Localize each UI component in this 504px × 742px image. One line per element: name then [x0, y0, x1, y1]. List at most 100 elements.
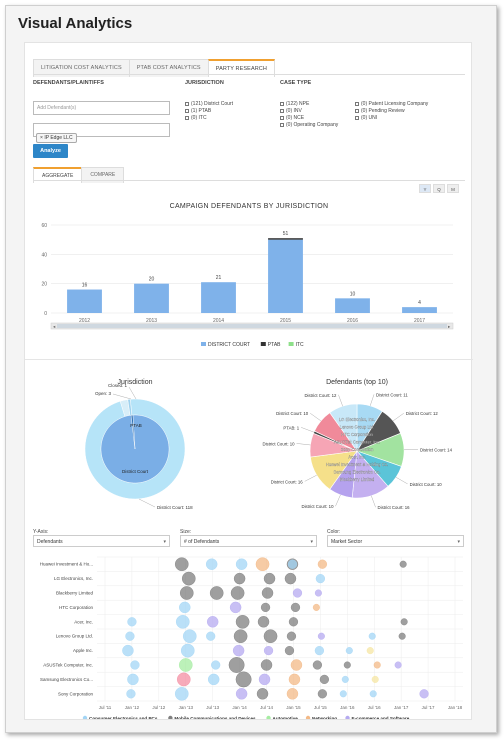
bar-data-label: 20 [149, 277, 155, 283]
x-tick-label: Jul '17 [422, 705, 435, 710]
case-type-checkbox[interactable]: (0) Patent Licensing Company [355, 101, 428, 108]
case-type-checkbox[interactable]: (122) NPE [280, 101, 338, 108]
pie-inner-label: Sony Corporation [341, 447, 374, 452]
leader-line [305, 475, 317, 481]
bubble-point [122, 645, 133, 656]
y-axis-select[interactable]: Defendants▾ [33, 535, 170, 547]
case-type-checkbox[interactable]: (0) Operating Company [280, 122, 338, 129]
pie-inner-label: Blackberry Limited [340, 477, 375, 482]
scrollbar-thumb [57, 324, 447, 328]
bubble-point [285, 646, 294, 655]
bubble-point [234, 630, 247, 643]
period-month-button[interactable]: M [447, 184, 459, 193]
pie-outer-label: District Court: 16 [378, 505, 411, 510]
bubble-point [131, 661, 140, 670]
case-type-heading: CASE TYPE [280, 80, 311, 86]
bar-data-label: 21 [216, 275, 222, 281]
bar-district-court [268, 240, 303, 313]
bar-data-label: 10 [350, 291, 356, 297]
pie-inner-label: LG Electronics, Inc. [339, 417, 375, 422]
bubble-point [264, 573, 275, 584]
bubble-point [256, 558, 269, 571]
x-tick-label: Jan '12 [125, 705, 140, 710]
bubble-point [236, 688, 247, 699]
x-tick-label: Jan '13 [179, 705, 194, 710]
checkbox-icon[interactable] [280, 123, 284, 127]
leader-line [338, 395, 342, 406]
jurisdiction-checkbox[interactable]: (0) ITC [185, 115, 233, 122]
bar-district-court [402, 307, 437, 313]
pie-outer-label: District Court: 14 [420, 447, 453, 452]
legend-label: Mobile Communications and Devices [174, 716, 256, 719]
bubble-point [182, 572, 195, 585]
bubble-point [257, 688, 268, 699]
bubble-point [313, 604, 320, 611]
case-type-checkbox[interactable]: (0) NCE [280, 115, 338, 122]
leader-line [370, 394, 374, 406]
bubble-point [287, 688, 298, 699]
bubble-point [318, 689, 327, 698]
legend-label: Automotive [273, 716, 299, 719]
checkbox-icon[interactable] [280, 109, 284, 113]
bubble-point [231, 586, 244, 599]
checkbox-icon[interactable] [280, 116, 284, 120]
period-year-button[interactable]: Y [419, 184, 431, 193]
bubble-point [180, 586, 193, 599]
bubble-point [342, 676, 349, 683]
chevron-down-icon: ▾ [457, 539, 460, 545]
analyze-button[interactable]: Analyze [33, 144, 68, 158]
period-quarter-button[interactable]: Q [433, 184, 445, 193]
bubble-point [261, 603, 270, 612]
pie-inner-label: PTAB [130, 423, 141, 428]
color-select[interactable]: Market Sector▾ [327, 535, 464, 547]
case-type-checkbox[interactable]: (0) Pending Review [355, 108, 428, 115]
chip-remove-icon[interactable]: × [40, 135, 43, 141]
bubble-point [236, 672, 251, 687]
chart-title: CAMPAIGN DEFENDANTS BY JURISDICTION [170, 203, 329, 210]
bubble-point [261, 660, 272, 671]
size-select[interactable]: # of Defendants▾ [180, 535, 317, 547]
checkbox-icon[interactable] [185, 102, 189, 106]
subtab-divider [33, 180, 465, 181]
page-title: Visual Analytics [18, 15, 132, 32]
y-tick-label: LG Electronics, Inc. [54, 576, 93, 581]
checkbox-icon[interactable] [185, 109, 189, 113]
bubble-point [370, 691, 377, 698]
period-toggle: Y Q M [419, 184, 459, 193]
pie-outer-label: Open: 3 [95, 391, 112, 396]
case-type-checkbox[interactable]: (0) INV [280, 108, 338, 115]
case-type-options-1: (122) NPE (0) INV (0) NCE (0) Operating … [280, 101, 338, 129]
bubble-point [369, 633, 376, 640]
checkbox-icon[interactable] [280, 102, 284, 106]
pie-outer-label: District Court: 118 [157, 505, 193, 510]
leader-line [139, 499, 155, 507]
bubble-point [340, 691, 347, 698]
checkbox-icon[interactable] [355, 116, 359, 120]
checkbox-label: (0) Pending Review [361, 108, 405, 114]
bubble-point [175, 687, 188, 700]
checkbox-icon[interactable] [185, 116, 189, 120]
bubble-point [259, 674, 270, 685]
y-tick-label: 40 [41, 252, 47, 258]
pie-outer-label: District Court: 11 [376, 392, 408, 397]
y-tick-label: Blackberry Limited [56, 591, 94, 596]
bubble-point [233, 645, 244, 656]
pie-inner-label: Huawei Investment & Holding Co. [326, 462, 389, 467]
selected-parties-field[interactable]: × IP Edge LLC [33, 123, 170, 137]
add-defendant-input[interactable]: Add Defendant(s) [33, 101, 170, 115]
bubble-point [207, 616, 218, 627]
x-tick-label: Jul '15 [314, 705, 327, 710]
case-type-checkbox[interactable]: (0) UNI [355, 115, 428, 122]
jurisdiction-checkbox[interactable]: (1) PTAB [185, 108, 233, 115]
bubble-point [420, 689, 429, 698]
checkbox-icon[interactable] [355, 109, 359, 113]
size-value: # of Defendants [184, 539, 219, 545]
party-chip[interactable]: × IP Edge LLC [36, 133, 77, 143]
legend-swatch [168, 716, 172, 719]
app-window: Visual Analytics LITIGATION COST ANALYTI… [5, 5, 497, 733]
legend-swatch [306, 716, 310, 719]
legend-label: E-commerce and Software [352, 716, 410, 719]
jurisdiction-checkbox[interactable]: (121) District Court [185, 101, 233, 108]
chevron-down-icon: ▾ [163, 539, 166, 545]
checkbox-icon[interactable] [355, 102, 359, 106]
